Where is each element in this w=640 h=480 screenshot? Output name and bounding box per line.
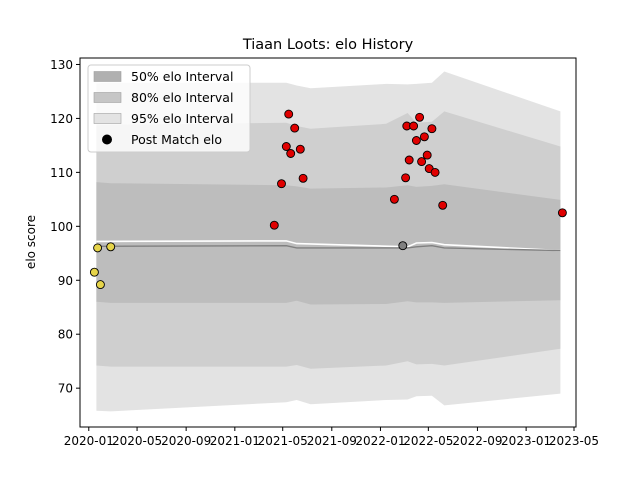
post-match-point bbox=[286, 149, 296, 158]
y-tick-label: 120 bbox=[50, 112, 73, 126]
x-tick-label: 2020-09 bbox=[161, 434, 211, 448]
post-match-point bbox=[415, 112, 425, 122]
y-axis-title: elo score bbox=[24, 215, 38, 269]
post-match-point bbox=[277, 179, 286, 189]
post-match-point bbox=[269, 220, 279, 230]
post-match-point bbox=[419, 132, 429, 142]
post-match-point bbox=[427, 124, 437, 134]
post-match-point bbox=[401, 173, 411, 183]
post-match-point bbox=[557, 208, 567, 218]
x-tick-label: 2022-09 bbox=[452, 434, 502, 448]
y-axis: 70 80 90 100 110 120 130 bbox=[50, 58, 80, 396]
legend-label: Post Match elo bbox=[131, 132, 222, 147]
x-tick-label: 2021-09 bbox=[307, 434, 357, 448]
legend-label: 50% elo Interval bbox=[131, 69, 233, 84]
x-tick-label: 2020-05 bbox=[112, 434, 162, 448]
legend-label: 80% elo Interval bbox=[131, 90, 233, 105]
elo-line-upper bbox=[96, 240, 561, 252]
x-tick-label: 2021-05 bbox=[258, 434, 308, 448]
x-tick-label: 2022-05 bbox=[403, 434, 453, 448]
elo-line-mean bbox=[96, 244, 561, 252]
post-match-point bbox=[389, 194, 399, 204]
x-tick-label: 2023-05 bbox=[549, 434, 599, 448]
x-tick-label: 2023-01 bbox=[501, 434, 551, 448]
legend-marker-point bbox=[102, 134, 112, 145]
post-match-point bbox=[295, 144, 305, 154]
post-match-point bbox=[106, 242, 116, 252]
elo-lines bbox=[96, 240, 561, 252]
post-match-point bbox=[398, 241, 408, 251]
chart-title: Tiaan Loots: elo History bbox=[242, 37, 414, 53]
y-tick-label: 70 bbox=[58, 382, 73, 396]
post-match-point bbox=[281, 142, 291, 151]
y-tick-label: 80 bbox=[58, 328, 73, 342]
y-tick-label: 100 bbox=[50, 220, 73, 234]
post-match-point bbox=[404, 155, 414, 165]
legend: 50% elo Interval 80% elo Interval 95% elo … bbox=[87, 64, 251, 153]
post-match-point bbox=[284, 109, 294, 119]
post-match-point bbox=[95, 280, 105, 290]
interval-bands bbox=[96, 71, 561, 412]
post-match-point bbox=[430, 167, 440, 177]
interval-band-2 bbox=[96, 182, 561, 305]
legend-box bbox=[87, 64, 251, 153]
x-axis: 2020-012020-052020-092021-012021-052021-… bbox=[64, 427, 599, 448]
y-tick-label: 90 bbox=[58, 274, 73, 288]
post-match-point bbox=[422, 150, 432, 160]
post-match-points bbox=[89, 109, 567, 290]
legend-swatch-band bbox=[93, 113, 122, 124]
legend-label: 95% elo Interval bbox=[131, 111, 233, 126]
post-match-point bbox=[411, 136, 421, 145]
x-tick-label: 2020-01 bbox=[64, 434, 114, 448]
post-match-point bbox=[290, 123, 300, 133]
post-match-point bbox=[438, 200, 448, 210]
x-tick-label: 2022-01 bbox=[355, 434, 405, 448]
post-match-point bbox=[298, 173, 308, 183]
post-match-point bbox=[409, 121, 419, 131]
y-tick-label: 110 bbox=[50, 166, 73, 180]
y-tick-label: 130 bbox=[50, 58, 73, 72]
post-match-point bbox=[89, 267, 99, 277]
plot-area bbox=[79, 57, 577, 428]
legend-swatch-band bbox=[93, 92, 122, 103]
legend-swatch-band bbox=[93, 71, 122, 82]
post-match-point bbox=[93, 243, 103, 253]
plot-frame bbox=[79, 57, 577, 428]
post-match-point bbox=[417, 157, 427, 167]
x-tick-label: 2021-01 bbox=[210, 434, 260, 448]
